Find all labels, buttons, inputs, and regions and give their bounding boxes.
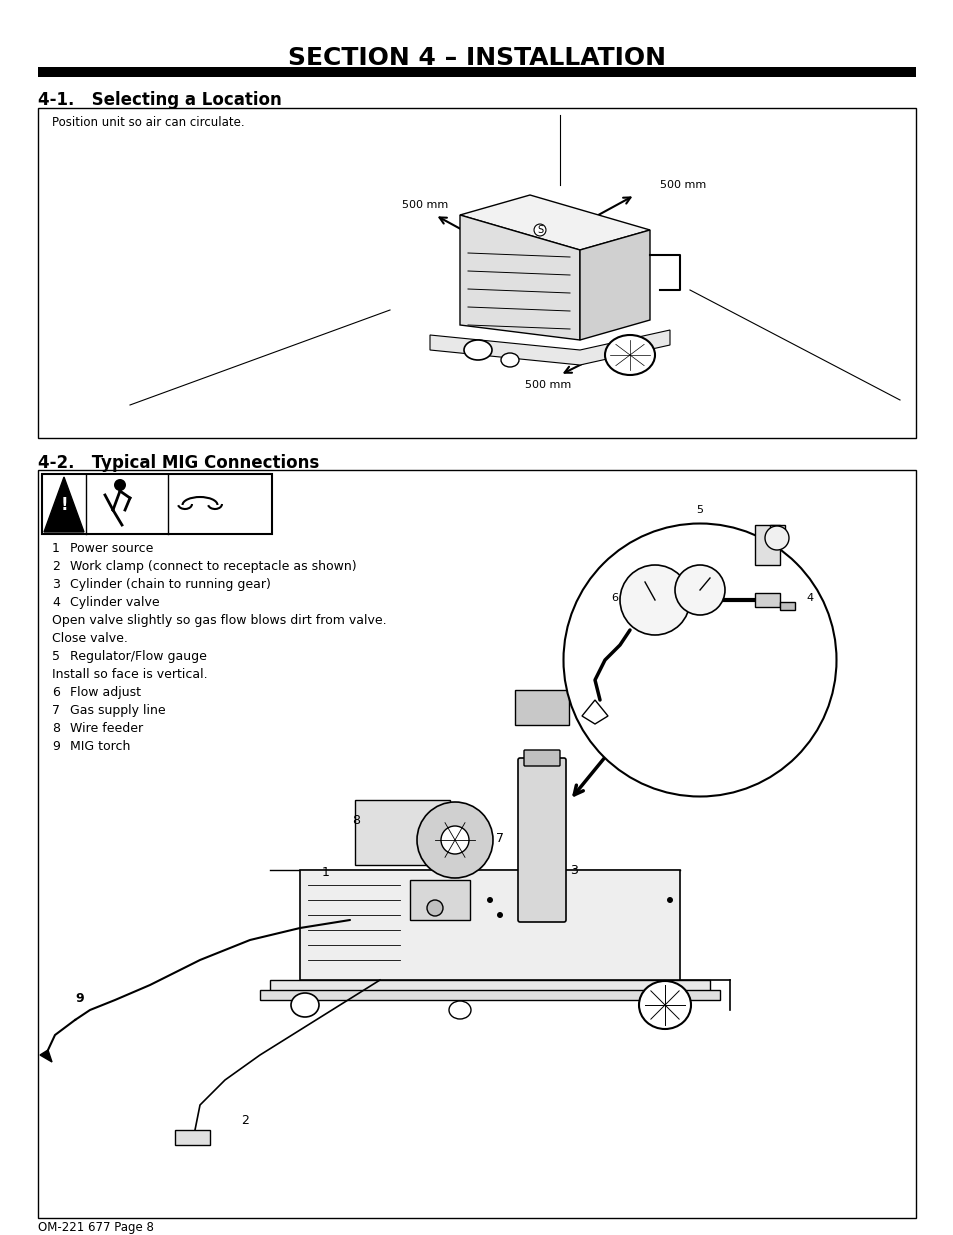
Text: 4-2.   Typical MIG Connections: 4-2. Typical MIG Connections <box>38 454 319 472</box>
Text: SECTION 4 – INSTALLATION: SECTION 4 – INSTALLATION <box>288 46 665 70</box>
FancyBboxPatch shape <box>517 758 565 923</box>
Text: OM-221 677 Page 8: OM-221 677 Page 8 <box>38 1221 153 1235</box>
Text: Gas supply line: Gas supply line <box>70 704 166 718</box>
Text: Power source: Power source <box>70 542 153 555</box>
Text: 6: 6 <box>611 593 618 603</box>
Circle shape <box>666 897 672 903</box>
Text: 3: 3 <box>52 578 60 592</box>
Text: Regulator/Flow gauge: Regulator/Flow gauge <box>70 650 207 663</box>
Ellipse shape <box>639 981 690 1029</box>
Circle shape <box>619 564 689 635</box>
Text: Flow adjust: Flow adjust <box>70 685 141 699</box>
Text: 9: 9 <box>75 992 84 1005</box>
Bar <box>515 690 568 725</box>
Ellipse shape <box>291 993 318 1016</box>
Text: 2: 2 <box>241 1114 249 1126</box>
Ellipse shape <box>500 353 518 367</box>
Circle shape <box>427 900 442 916</box>
Text: Cylinder (chain to running gear): Cylinder (chain to running gear) <box>70 578 271 592</box>
Bar <box>270 981 709 998</box>
Circle shape <box>675 564 724 615</box>
Text: 4: 4 <box>52 597 60 609</box>
Ellipse shape <box>604 335 655 375</box>
FancyBboxPatch shape <box>523 750 559 766</box>
Text: Position unit so air can circulate.: Position unit so air can circulate. <box>52 116 244 128</box>
Circle shape <box>486 897 493 903</box>
Bar <box>42 474 272 534</box>
Bar <box>754 593 780 606</box>
Text: S: S <box>537 225 542 235</box>
Bar <box>355 800 450 864</box>
Circle shape <box>416 802 493 878</box>
Circle shape <box>764 526 788 550</box>
Polygon shape <box>579 230 649 340</box>
Bar <box>754 525 780 564</box>
Bar <box>260 990 720 1000</box>
Polygon shape <box>459 215 579 340</box>
Polygon shape <box>430 330 669 366</box>
Circle shape <box>440 826 469 853</box>
Text: 8: 8 <box>52 722 60 735</box>
Text: Wire feeder: Wire feeder <box>70 722 143 735</box>
Text: 7: 7 <box>52 704 60 718</box>
Text: 500 mm: 500 mm <box>524 380 571 390</box>
Text: 5: 5 <box>52 650 60 663</box>
Bar <box>38 107 915 438</box>
Text: Cylinder valve: Cylinder valve <box>70 597 159 609</box>
Text: 4: 4 <box>805 593 813 603</box>
Polygon shape <box>44 477 84 532</box>
Bar <box>38 67 915 77</box>
Polygon shape <box>581 700 607 724</box>
Bar <box>780 601 794 610</box>
Text: Work clamp (connect to receptacle as shown): Work clamp (connect to receptacle as sho… <box>70 559 356 573</box>
Text: Close valve.: Close valve. <box>52 632 128 645</box>
Text: 8: 8 <box>352 814 359 826</box>
Bar <box>299 869 679 981</box>
Text: 9: 9 <box>52 740 60 753</box>
Text: 2: 2 <box>52 559 60 573</box>
Text: 500 mm: 500 mm <box>401 200 448 210</box>
Bar <box>174 1130 210 1145</box>
Polygon shape <box>459 195 649 249</box>
Text: !: ! <box>60 496 68 514</box>
Text: Open valve slightly so gas flow blows dirt from valve.: Open valve slightly so gas flow blows di… <box>52 614 386 627</box>
Text: MIG torch: MIG torch <box>70 740 131 753</box>
Ellipse shape <box>449 1002 471 1019</box>
Text: 3: 3 <box>569 863 578 877</box>
Text: 7: 7 <box>496 831 503 845</box>
Polygon shape <box>40 1050 52 1062</box>
Circle shape <box>563 524 836 797</box>
Text: 1: 1 <box>52 542 60 555</box>
Text: 4-1.   Selecting a Location: 4-1. Selecting a Location <box>38 91 281 109</box>
Text: Install so face is vertical.: Install so face is vertical. <box>52 668 208 680</box>
Text: 500 mm: 500 mm <box>659 180 705 190</box>
Text: 1: 1 <box>322 867 330 879</box>
Bar <box>38 471 915 1218</box>
Circle shape <box>497 911 502 918</box>
Bar <box>769 525 784 545</box>
Text: 6: 6 <box>52 685 60 699</box>
Text: 5: 5 <box>696 505 702 515</box>
Bar <box>410 881 470 920</box>
Circle shape <box>113 479 126 492</box>
Ellipse shape <box>463 340 492 359</box>
